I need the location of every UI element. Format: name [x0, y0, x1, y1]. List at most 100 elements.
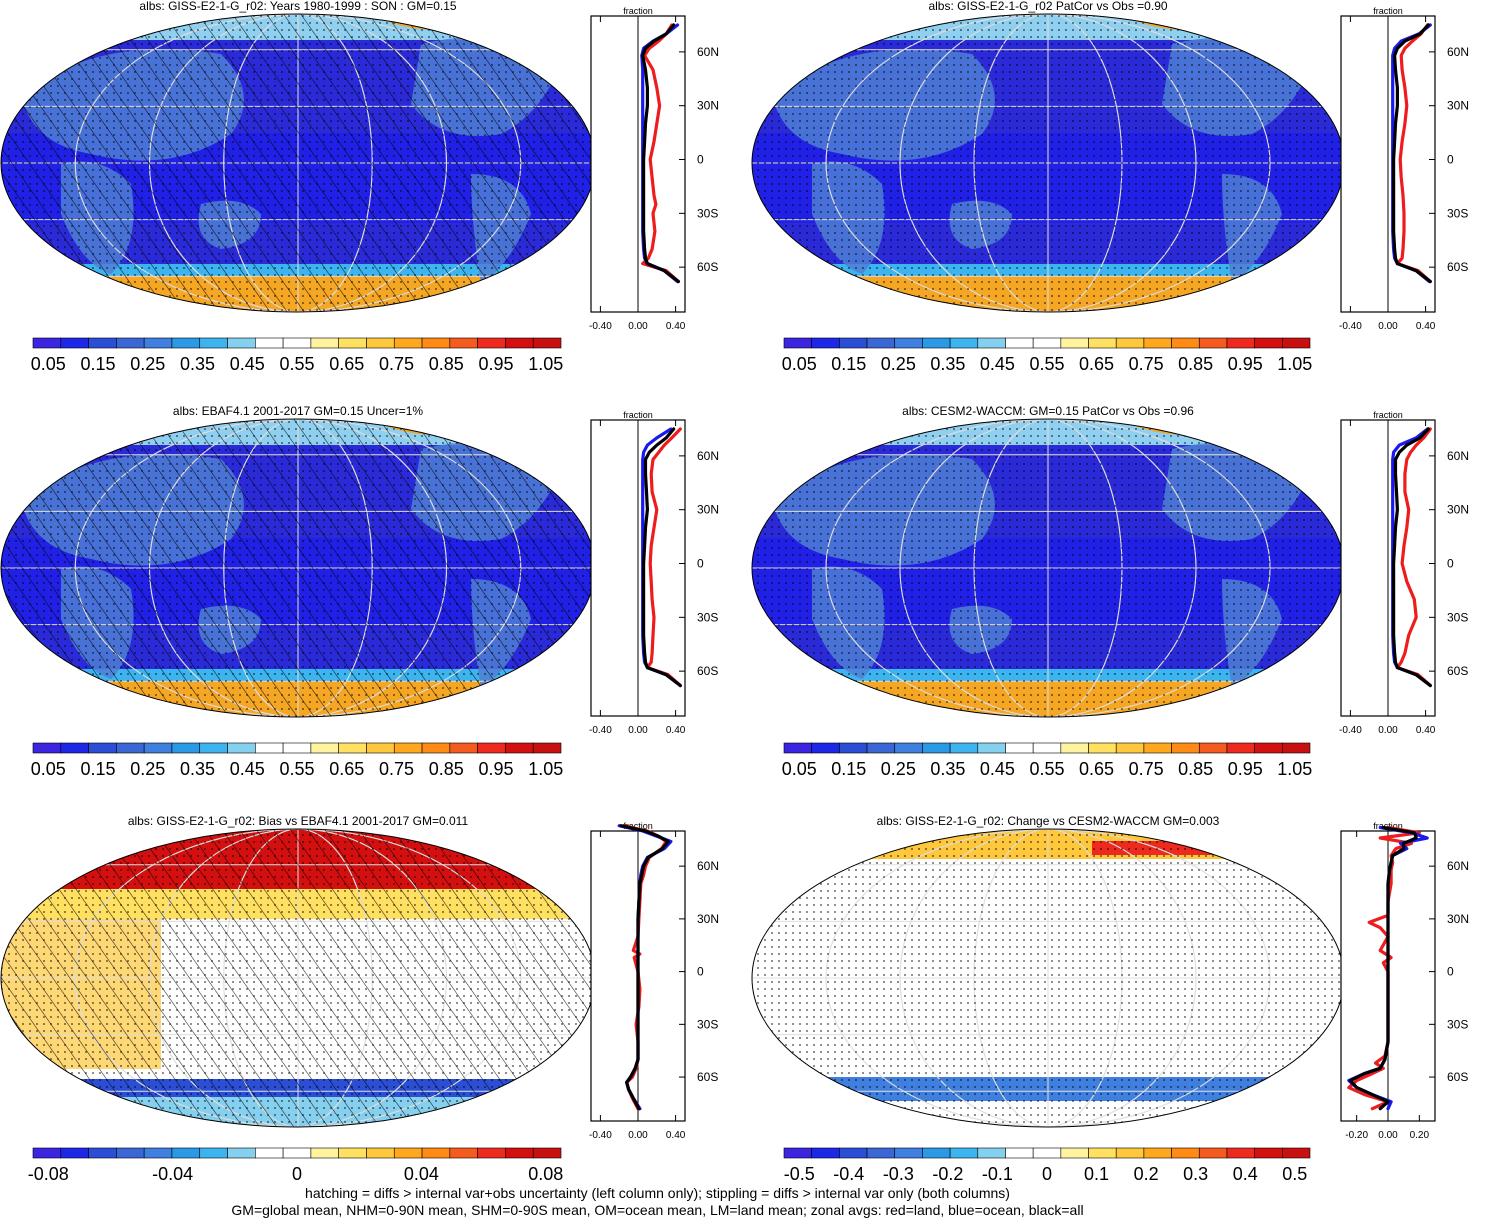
colorbar-swatch — [1032, 337, 1062, 349]
colorbar-swatch — [199, 1147, 228, 1159]
panel-title: albs: GISS-E2-1-G_r02: Years 1980-1999 :… — [139, 0, 456, 13]
map-field — [752, 14, 1344, 312]
colorbar-swatch — [866, 742, 896, 754]
x-tick-label: 0.40 — [666, 725, 686, 736]
colorbar-tick-label: 0.15 — [81, 354, 116, 374]
colorbar-swatch — [477, 1147, 506, 1159]
colorbar-swatch — [143, 742, 173, 754]
colorbar-swatch — [894, 337, 923, 349]
colorbar-swatch — [1060, 742, 1089, 754]
colorbar-tick-label: 0.95 — [1228, 354, 1263, 374]
colorbar-swatch — [60, 742, 89, 754]
zonal-series-land — [645, 427, 682, 688]
colorbar-tick-label: 0.15 — [831, 759, 866, 779]
colorbar-swatch — [1198, 742, 1228, 754]
colorbar-tick-label: 0.75 — [379, 759, 414, 779]
colorbar-swatch — [1060, 337, 1089, 349]
colorbar-swatch — [977, 337, 1006, 349]
x-tick-label: 0.00 — [1378, 725, 1398, 736]
colorbar-tick-label: 0.35 — [930, 354, 965, 374]
colorbar-swatch — [1088, 1147, 1117, 1159]
colorbar-tick-label: 0.65 — [1079, 759, 1114, 779]
colorbar-tick-label: 0.85 — [429, 759, 464, 779]
colorbar-swatch — [1171, 1147, 1200, 1159]
lat-tick-label: 0 — [697, 557, 704, 571]
zonal-series-all — [1348, 825, 1418, 1111]
colorbar-swatch — [1254, 742, 1283, 754]
x-tick-label: -0.40 — [1339, 321, 1362, 332]
colorbar-tick-label: 0.55 — [1029, 354, 1064, 374]
colorbar-tick-label: -0.04 — [152, 1164, 193, 1184]
panel-model_patcor: albs: GISS-E2-1-G_r02 PatCor vs Obs =0.9… — [751, 0, 1469, 374]
x-axis-title: fraction — [1373, 410, 1403, 420]
colorbar-swatch — [1171, 742, 1200, 754]
colorbar-swatch — [1198, 337, 1228, 349]
colorbar-swatch — [88, 742, 117, 754]
colorbar-swatch — [1254, 337, 1283, 349]
colorbar-tick-label: -0.08 — [28, 1164, 69, 1184]
colorbar-swatch — [1226, 1147, 1255, 1159]
colorbar-swatch — [1005, 337, 1034, 349]
stippling — [752, 14, 1344, 312]
colorbar-swatch — [116, 742, 145, 754]
panel-title: albs: GISS-E2-1-G_r02: Change vs CESM2-W… — [877, 814, 1220, 828]
colorbar-swatch — [143, 1147, 173, 1159]
lat-tick-label: 60N — [697, 45, 719, 59]
colorbar-tick-label: 0.45 — [230, 354, 265, 374]
colorbar-tick-label: 0.25 — [130, 759, 165, 779]
lat-tick-label: 60S — [1447, 260, 1468, 274]
x-tick-label: 0.40 — [666, 1130, 686, 1141]
lat-tick-label: 60S — [1447, 1070, 1468, 1084]
colorbar-swatch — [1143, 1147, 1172, 1159]
lat-tick-label: 30N — [1447, 503, 1469, 517]
lat-tick-label: 60S — [697, 1070, 718, 1084]
colorbar-swatch — [60, 1147, 89, 1159]
colorbar-swatch — [532, 742, 562, 754]
colorbar-swatch — [532, 1147, 562, 1159]
colorbar-swatch — [282, 337, 312, 349]
colorbar-tick-label: 0.05 — [782, 759, 817, 779]
colorbar-swatch — [255, 1147, 284, 1159]
colorbar-swatch — [1115, 1147, 1145, 1159]
colorbar-swatch — [1143, 337, 1172, 349]
colorbar-tick-label: 0.95 — [1228, 759, 1263, 779]
x-tick-label: -0.20 — [1345, 1130, 1368, 1141]
colorbar-swatch — [310, 337, 339, 349]
lat-tick-label: 0 — [1447, 153, 1454, 167]
stippling — [1, 419, 595, 717]
colorbar-swatch — [310, 742, 339, 754]
colorbar-swatch — [1005, 1147, 1034, 1159]
colorbar-tick-label: 0.25 — [130, 354, 165, 374]
footnote-hatching: hatching = diffs > internal var+obs unce… — [305, 1185, 1010, 1201]
lat-tick-label: 30S — [1447, 610, 1468, 624]
colorbar-tick-label: 0.5 — [1282, 1164, 1307, 1184]
lat-tick-label: 0 — [1447, 557, 1454, 571]
lat-tick-label: 30S — [697, 1017, 718, 1031]
colorbar-swatch — [949, 742, 979, 754]
lat-tick-label: 30N — [697, 503, 719, 517]
x-tick-label: 0.00 — [1378, 321, 1398, 332]
panel-reference_model: albs: CESM2-WACCM: GM=0.15 PatCor vs Obs… — [751, 404, 1469, 779]
colorbar-swatch — [477, 337, 506, 349]
colorbar-tick-label: 0 — [292, 1164, 302, 1184]
colorbar-swatch — [366, 337, 395, 349]
colorbar-swatch — [1032, 1147, 1062, 1159]
colorbar-swatch — [32, 337, 62, 349]
stippling — [752, 419, 1344, 717]
stippling — [752, 829, 1344, 1127]
lat-tick-label: 0 — [697, 965, 704, 979]
colorbar-swatch — [88, 1147, 117, 1159]
lat-tick-label: 30S — [697, 206, 718, 220]
lat-tick-label: 30N — [697, 912, 719, 926]
lat-tick-label: 30N — [1447, 912, 1469, 926]
colorbar-tick-label: -0.4 — [833, 1164, 864, 1184]
colorbar-swatch — [449, 742, 478, 754]
colorbar-tick-label: 0.15 — [831, 354, 866, 374]
colorbar-swatch — [338, 742, 367, 754]
colorbar-swatch — [421, 1147, 451, 1159]
zonal-series-land — [1395, 23, 1432, 284]
colorbar-swatch — [1171, 337, 1200, 349]
colorbar-tick-label: 0.75 — [379, 354, 414, 374]
colorbar-tick-label: 0.15 — [81, 759, 116, 779]
colorbar-tick-label: 0.25 — [881, 354, 916, 374]
